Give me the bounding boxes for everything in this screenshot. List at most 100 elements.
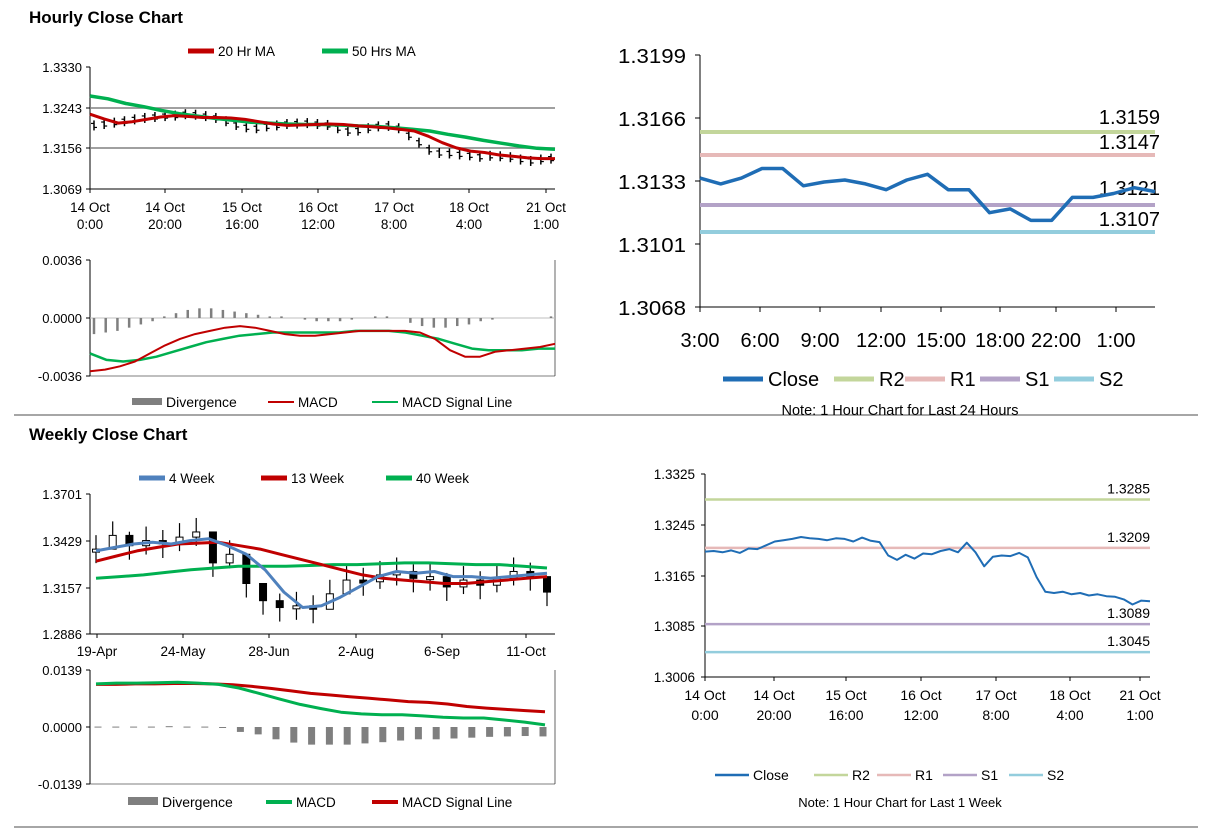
legend-40-week-label: 40 Week [416,471,469,486]
x-tick-label: 8:00 [982,707,1009,723]
level-r2-label: 1.3159 [1099,107,1160,129]
candle-body [208,531,217,564]
ma50-line [89,94,556,152]
x-tick-label: 20:00 [148,217,182,232]
divergence-bar [343,727,351,745]
candle-body [292,605,301,610]
x-tick-label: 14 Oct [684,687,725,703]
x-tick-label: 6:00 [741,330,780,352]
divergence-bar [147,726,155,728]
x-tick-label: 17 Oct [374,200,414,215]
x-tick-label: 1:00 [1126,707,1153,723]
x-tick-label: 9:00 [801,330,840,352]
divergence-bar [539,727,547,737]
level-s1-label: 1.3089 [1107,605,1150,621]
y-tick-label: 1.3068 [618,298,686,320]
legend-r1-label: R1 [950,369,976,391]
hourly-section-title: Hourly Close Chart [29,8,183,27]
legend-divergence-swatch [128,797,158,805]
divergence-bar [183,726,191,728]
x-tick-label: 15 Oct [222,200,262,215]
level-r1-label: 1.3209 [1107,529,1150,545]
divergence-bar [130,726,138,728]
divergence-bar [308,727,316,745]
legend-divergence-swatch [132,398,162,405]
y-tick-label: 1.3133 [618,172,686,194]
y-tick-label: 1.3069 [42,182,82,197]
divergence-bar [521,727,529,737]
x-tick-label: 21 Oct [1119,687,1160,703]
y-tick-label: 1.3245 [654,518,695,533]
y-tick-label: 1.2886 [42,627,82,642]
y-tick-label: 1.3166 [618,109,686,131]
divergence-bar [397,727,405,741]
y-tick-label: 0.0000 [42,311,82,326]
x-tick-label: 19-Apr [77,644,118,659]
x-tick-label: 2-Aug [338,644,374,659]
x-tick-label: 0:00 [77,217,103,232]
x-tick-label: 12:00 [301,217,335,232]
candle-body [242,553,251,584]
y-tick-label: 1.3701 [42,487,82,502]
divergence-bar [254,727,262,735]
divergence-bar [201,726,209,728]
ma20-line [89,112,555,161]
x-tick-label: 18 Oct [449,200,489,215]
x-tick-label: 16 Oct [900,687,941,703]
divergence-bar [379,727,387,743]
legend-20hr-ma-label: 20 Hr MA [218,44,275,59]
x-tick-label: 12:00 [903,707,938,723]
x-tick-label: 11-Oct [506,644,546,659]
macd-line [95,680,546,727]
x-tick-label: 12:00 [856,330,906,352]
level-s2-label: 1.3045 [1107,633,1150,649]
x-tick-label: 0:00 [691,707,718,723]
legend-macd-signal-label: MACD Signal Line [402,395,512,410]
macd-line [89,325,556,373]
divergence-bar [486,727,494,737]
legend-divergence-label: Divergence [162,794,233,810]
x-tick-label: 1:00 [1097,330,1136,352]
x-tick-label: 16:00 [828,707,863,723]
legend-r1-label: R1 [915,767,933,783]
candle-body [426,576,435,581]
x-tick-label: 16:00 [225,217,259,232]
level-r1-label: 1.3147 [1099,132,1160,154]
candle-body [192,531,201,538]
close-line [699,166,1156,223]
x-tick-label: 15:00 [916,330,966,352]
legend-s2-label: S2 [1047,767,1064,783]
y-tick-label: 0.0036 [42,253,82,268]
legend-close-label: Close [768,369,819,391]
y-tick-label: 1.3165 [654,569,695,584]
x-tick-label: 16 Oct [298,200,338,215]
legend-macd-signal-label: MACD Signal Line [402,795,512,810]
x-tick-label: 3:00 [681,330,720,352]
divergence-bar [112,726,120,728]
x-tick-label: 28-Jun [248,644,289,659]
legend-r2-label: R2 [879,369,905,391]
candle-body [543,576,551,593]
x-tick-label: 20:00 [756,707,791,723]
x-tick-label: 21 Oct [526,200,566,215]
divergence-bar [468,727,476,738]
y-tick-label: 1.3101 [618,235,686,257]
x-tick-label: 14 Oct [753,687,794,703]
macd-signal-line [89,329,555,363]
y-tick-label: 1.3199 [618,46,686,68]
legend-s1-label: S1 [981,767,998,783]
legend-macd-label: MACD [298,395,338,410]
legend-close-label: Close [753,767,789,783]
x-tick-label: 17 Oct [975,687,1016,703]
y-tick-label: -0.0036 [38,369,82,384]
divergence-bar [94,726,102,728]
divergence-bar [290,727,298,743]
divergence-bar [325,727,333,745]
divergence-bar [165,726,173,728]
x-tick-label: 4:00 [1056,707,1083,723]
y-tick-label: 1.3325 [654,467,695,482]
divergence-bar [236,727,244,732]
x-tick-label: 6-Sep [424,644,460,659]
y-tick-label: 1.3243 [42,101,82,116]
